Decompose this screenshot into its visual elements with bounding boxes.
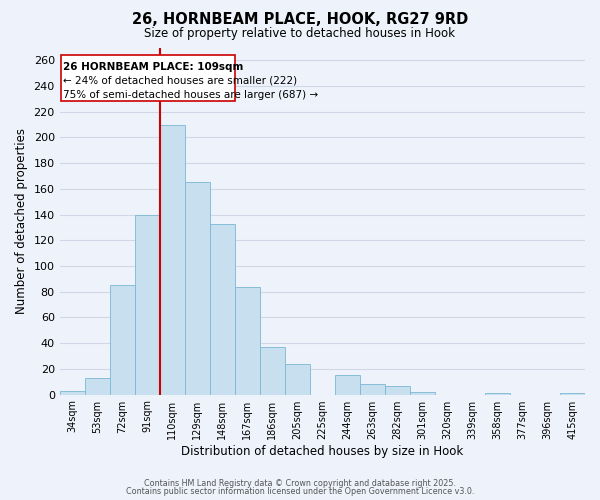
Bar — [335, 376, 360, 394]
Bar — [185, 182, 210, 394]
Bar — [85, 378, 110, 394]
Bar — [160, 124, 185, 394]
Bar — [59, 390, 85, 394]
Text: Size of property relative to detached houses in Hook: Size of property relative to detached ho… — [145, 28, 455, 40]
Bar — [235, 286, 260, 395]
Text: 26 HORNBEAM PLACE: 109sqm: 26 HORNBEAM PLACE: 109sqm — [64, 62, 244, 72]
Bar — [285, 364, 310, 394]
Bar — [110, 286, 135, 395]
X-axis label: Distribution of detached houses by size in Hook: Distribution of detached houses by size … — [181, 444, 463, 458]
Bar — [410, 392, 435, 394]
Text: 26, HORNBEAM PLACE, HOOK, RG27 9RD: 26, HORNBEAM PLACE, HOOK, RG27 9RD — [132, 12, 468, 28]
Text: Contains HM Land Registry data © Crown copyright and database right 2025.: Contains HM Land Registry data © Crown c… — [144, 478, 456, 488]
Bar — [210, 224, 235, 394]
Y-axis label: Number of detached properties: Number of detached properties — [15, 128, 28, 314]
Bar — [385, 386, 410, 394]
Bar — [360, 384, 385, 394]
Bar — [260, 347, 285, 395]
Text: ← 24% of detached houses are smaller (222): ← 24% of detached houses are smaller (22… — [64, 76, 298, 86]
Text: Contains public sector information licensed under the Open Government Licence v3: Contains public sector information licen… — [126, 487, 474, 496]
Text: 75% of semi-detached houses are larger (687) →: 75% of semi-detached houses are larger (… — [64, 90, 319, 100]
FancyBboxPatch shape — [61, 55, 235, 102]
Bar — [135, 214, 160, 394]
